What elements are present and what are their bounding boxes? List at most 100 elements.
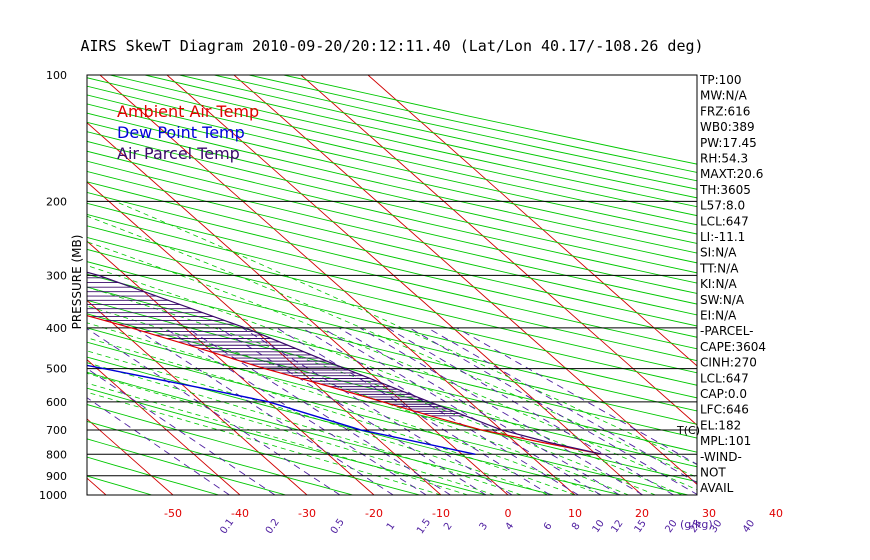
bottom-tick-label: 20 [635, 507, 649, 520]
isotherm-line [87, 299, 308, 495]
index-item: LCL:647 [700, 214, 749, 228]
index-item: EL:182 [700, 418, 741, 432]
moist-adiabat-line [115, 201, 697, 465]
index-item: EI:N/A [700, 309, 737, 323]
index-item: SI:N/A [700, 246, 737, 260]
dry-adiabat-line [87, 438, 287, 495]
isotherm-line [87, 181, 442, 495]
mixing-ratio-line [387, 327, 674, 495]
mixing-ratio-tick-label: 2 [442, 521, 455, 533]
plot-frame [86, 74, 698, 496]
chart-title: AIRS SkewT Diagram 2010-09-20/20:12:11.4… [80, 37, 703, 55]
mixing-ratio-line [427, 327, 697, 484]
pressure-tick-label: 800 [46, 448, 67, 461]
mixing-ratio-line [134, 327, 394, 495]
dry-adiabat-line [87, 273, 697, 425]
bottom-tick-label: -50 [164, 507, 182, 520]
mixing-ratio-line [338, 327, 620, 495]
index-item: MAXT:20.6 [700, 167, 763, 181]
index-item: CAP:0.0 [700, 387, 747, 401]
dry-adiabat-line [87, 170, 697, 316]
dry-adiabat-line [87, 261, 697, 412]
index-item: MW:N/A [700, 89, 748, 103]
index-item: MPL:101 [700, 434, 751, 448]
isotherm-line [367, 75, 697, 367]
index-item: CAPE:3604 [700, 340, 766, 354]
mixing-ratio-tick-label: 40 [741, 518, 757, 535]
index-item: SW:N/A [700, 293, 745, 307]
pressure-tick-label: 600 [46, 396, 67, 409]
isotherm-line [87, 418, 174, 495]
dry-adiabat-line [87, 202, 697, 350]
mixing-ratio-line [87, 328, 341, 495]
mixing-ratio-line [242, 327, 513, 495]
mixing-ratio-line [456, 327, 697, 465]
legend-item-dewpoint: Dew Point Temp [117, 123, 245, 142]
index-item: AVAIL [700, 481, 734, 495]
index-item: RH:54.3 [700, 152, 748, 166]
pressure-tick-label: 200 [46, 195, 67, 208]
dry-adiabat-line [87, 313, 697, 468]
dry-adiabat-line [87, 299, 697, 453]
legend-item-parcel: Air Parcel Temp [117, 144, 240, 163]
bottom-tick-label: 0 [505, 507, 512, 520]
grid-lines [0, 75, 697, 495]
ambient-temp-line [87, 314, 603, 455]
bottom-tick-label: -40 [231, 507, 249, 520]
dry-adiabat-line [87, 191, 697, 338]
index-item: FRZ:616 [700, 104, 750, 118]
y-axis-label: PRESSURE (MB) [70, 235, 84, 330]
mixing-ratio-line [321, 327, 602, 495]
mixing-ratio-tick-label: 6 [542, 521, 555, 533]
index-item: WB0:389 [700, 120, 755, 134]
dry-adiabat-line [87, 456, 220, 495]
index-item: KI:N/A [700, 277, 737, 291]
moist-adiabat-line [87, 241, 697, 491]
mixing-ratio-tick-label: 10 [591, 518, 607, 535]
index-item: L57:8.0 [700, 199, 745, 213]
index-item: TT:N/A [699, 261, 739, 275]
bottom-tick-label: -10 [432, 507, 450, 520]
bottom-tick-label: -30 [298, 507, 316, 520]
isotherm-line [87, 240, 375, 495]
dry-adiabat-line [87, 181, 697, 327]
mixing-ratio-line [218, 327, 487, 495]
pressure-tick-label: 100 [46, 69, 67, 82]
moist-adiabat-line [87, 362, 522, 495]
isotherm-line [0, 75, 39, 495]
moist-adiabat-line [87, 286, 656, 495]
index-item: LCL:647 [700, 371, 749, 385]
index-item: TP:100 [699, 73, 742, 87]
mixing-ratio-tick-label: 3 [478, 521, 491, 533]
mixing-ratio-tick-label: 20 [663, 518, 679, 535]
mixing-ratio-line [164, 327, 427, 495]
pressure-tick-label: 900 [46, 470, 67, 483]
mixing-ratio-line [359, 327, 644, 495]
series-lines [87, 271, 603, 455]
dry-adiabat-line [87, 327, 697, 483]
bottom-tick-label: 30 [702, 507, 716, 520]
dry-adiabat-line [87, 140, 697, 284]
index-item: TH:3605 [699, 183, 751, 197]
mixing-ratio-tick-label: 0.2 [264, 517, 282, 536]
dry-adiabat-line [87, 213, 697, 362]
mixing-ratio-line [87, 368, 276, 495]
mixing-ratio-tick-label: 8 [570, 521, 583, 533]
dry-adiabat-line [87, 160, 697, 305]
index-item: PW:17.45 [700, 136, 757, 150]
dry-adiabat-line [87, 103, 697, 244]
isotherm-line [166, 75, 643, 495]
dry-adiabat-line [87, 225, 697, 374]
index-item: -WIND- [700, 450, 742, 464]
index-item: CINH:270 [700, 356, 757, 370]
bottom-tick-label: 40 [769, 507, 783, 520]
mixing-ratio-tick-label: 0.5 [329, 517, 347, 536]
mixing-ratio-tick-label: 4 [504, 521, 517, 533]
isotherm-line [233, 75, 697, 485]
dry-adiabat-line [87, 236, 697, 386]
mixing-ratio-tick-label: 15 [633, 518, 649, 535]
pressure-tick-label: 700 [46, 424, 67, 437]
mixing-ratio-line [186, 327, 451, 495]
dry-adiabat-line [87, 371, 555, 495]
index-item: LFC:646 [700, 403, 749, 417]
